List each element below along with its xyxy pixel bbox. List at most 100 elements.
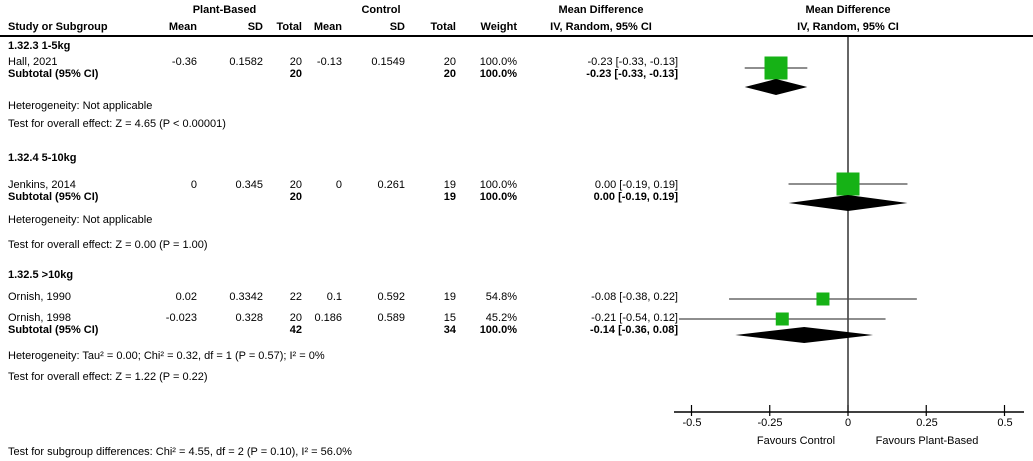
axis-tick-label: 0: [844, 417, 852, 429]
weight-header: Weight: [480, 21, 517, 33]
control-sd: 0.1549: [371, 56, 405, 68]
control-sd: 0.592: [377, 291, 405, 303]
study-name: Hall, 2021: [8, 56, 58, 68]
overall-effect-text: Test for overall effect: Z = 0.00 (P = 1…: [8, 239, 208, 251]
control-mean: 0.186: [314, 312, 342, 324]
pb-total: 20: [289, 68, 302, 80]
weight: 54.8%: [485, 291, 517, 303]
subgroup-test-row: Test for subgroup differences: Chi² = 4.…: [0, 446, 1033, 458]
subgroup-title: 1.32.3 1-5kg: [8, 40, 71, 52]
pb-mean: 0.02: [175, 291, 197, 303]
control-total: 15: [443, 312, 456, 324]
study-row: Jenkins, 2014 0 0.345 20 0 0.261 19 100.…: [0, 179, 1033, 191]
control-mean-header: Mean: [313, 21, 342, 33]
group-header-row: Plant-Based Control Mean Difference Mean…: [0, 4, 1033, 16]
favours-plant-based-label: Favours Plant-Based: [875, 435, 979, 447]
pb-total: 20: [289, 179, 302, 191]
overall-effect-row: Test for overall effect: Z = 0.00 (P = 1…: [0, 239, 1033, 251]
subgroup-title: 1.32.4 5-10kg: [8, 152, 77, 164]
control-total: 19: [443, 191, 456, 203]
axis-tick-label: -0.5: [682, 417, 702, 429]
plant-based-group-header: Plant-Based: [192, 4, 257, 16]
heterogeneity-row: Heterogeneity: Tau² = 0.00; Chi² = 0.32,…: [0, 350, 1033, 362]
pb-sd: 0.328: [235, 312, 263, 324]
study-name: Jenkins, 2014: [8, 179, 76, 191]
pb-total: 42: [289, 324, 302, 336]
mean-difference-text-header: Mean Difference: [558, 4, 644, 16]
favours-control-label: Favours Control: [756, 435, 836, 447]
header-divider: [0, 35, 1033, 37]
pb-total: 20: [289, 312, 302, 324]
control-mean: 0.1: [326, 291, 342, 303]
md-ci-graph-header: IV, Random, 95% CI: [797, 21, 899, 33]
mean-difference-graph-header: Mean Difference: [805, 4, 891, 16]
weight: 45.2%: [485, 312, 517, 324]
overall-effect-row: Test for overall effect: Z = 4.65 (P < 0…: [0, 118, 1033, 130]
subtotal-row: Subtotal (95% CI) 20 19 100.0% 0.00 [-0.…: [0, 191, 1033, 203]
pb-sd: 0.1582: [229, 56, 263, 68]
control-total: 19: [443, 291, 456, 303]
pb-sd-header: SD: [247, 21, 263, 33]
md-ci-value: -0.23 [-0.33, -0.13]: [587, 56, 679, 68]
study-column-header: Study or Subgroup: [8, 21, 108, 33]
study-name: Ornish, 1998: [8, 312, 71, 324]
study-name: Ornish, 1990: [8, 291, 71, 303]
pooled-diamond: [744, 79, 808, 95]
pb-mean: -0.36: [171, 56, 197, 68]
control-group-header: Control: [361, 4, 401, 16]
axis-tick-label: -0.25: [757, 417, 783, 429]
subgroup-test-text: Test for subgroup differences: Chi² = 4.…: [8, 446, 352, 458]
control-mean: 0: [335, 179, 342, 191]
weight: 100.0%: [479, 191, 517, 203]
md-ci-header: IV, Random, 95% CI: [550, 21, 652, 33]
pb-mean: 0: [190, 179, 197, 191]
axis-tick-label: 0.25: [916, 417, 938, 429]
heterogeneity-text: Heterogeneity: Not applicable: [8, 214, 153, 226]
subgroup-title-row: 1.32.3 1-5kg: [0, 40, 1033, 52]
pb-sd: 0.345: [235, 179, 263, 191]
axis-tick-label: 0.5: [997, 417, 1013, 429]
study-row: Ornish, 1998 -0.023 0.328 20 0.186 0.589…: [0, 312, 1033, 324]
md-ci-value: 0.00 [-0.19, 0.19]: [593, 191, 678, 203]
subtotal-row: Subtotal (95% CI) 20 20 100.0% -0.23 [-0…: [0, 68, 1033, 80]
overall-effect-row: Test for overall effect: Z = 1.22 (P = 0…: [0, 371, 1033, 383]
md-ci-value: -0.08 [-0.38, 0.22]: [591, 291, 678, 303]
md-ci-value: -0.14 [-0.36, 0.08]: [589, 324, 678, 336]
heterogeneity-row: Heterogeneity: Not applicable: [0, 214, 1033, 226]
control-total: 20: [443, 68, 456, 80]
control-sd: 0.589: [377, 312, 405, 324]
heterogeneity-row: Heterogeneity: Not applicable: [0, 100, 1033, 112]
subgroup-title-row: 1.32.4 5-10kg: [0, 152, 1033, 164]
subtotal-label: Subtotal (95% CI): [8, 191, 99, 203]
pb-total-header: Total: [276, 21, 302, 33]
md-ci-value: -0.21 [-0.54, 0.12]: [591, 312, 678, 324]
control-total: 20: [443, 56, 456, 68]
pb-total: 22: [289, 291, 302, 303]
study-row: Ornish, 1990 0.02 0.3342 22 0.1 0.592 19…: [0, 291, 1033, 303]
md-ci-value: -0.23 [-0.33, -0.13]: [586, 68, 678, 80]
md-ci-value: 0.00 [-0.19, 0.19]: [594, 179, 678, 191]
control-total-header: Total: [430, 21, 456, 33]
weight: 100.0%: [479, 56, 517, 68]
pb-sd: 0.3342: [229, 291, 263, 303]
overall-effect-text: Test for overall effect: Z = 4.65 (P < 0…: [8, 118, 226, 130]
control-total: 34: [443, 324, 456, 336]
subgroup-title: 1.32.5 >10kg: [8, 269, 74, 281]
overall-effect-text: Test for overall effect: Z = 1.22 (P = 0…: [8, 371, 208, 383]
pb-total: 20: [289, 191, 302, 203]
control-sd-header: SD: [389, 21, 405, 33]
weight: 100.0%: [479, 179, 517, 191]
control-total: 19: [443, 179, 456, 191]
pb-total: 20: [289, 56, 302, 68]
subtotal-row: Subtotal (95% CI) 42 34 100.0% -0.14 [-0…: [0, 324, 1033, 336]
subgroup-title-row: 1.32.5 >10kg: [0, 269, 1033, 281]
weight: 100.0%: [479, 68, 517, 80]
pb-mean-header: Mean: [168, 21, 197, 33]
pb-mean: -0.023: [165, 312, 197, 324]
heterogeneity-text: Heterogeneity: Not applicable: [8, 100, 153, 112]
control-mean: -0.13: [316, 56, 342, 68]
weight: 100.0%: [479, 324, 517, 336]
control-sd: 0.261: [377, 179, 405, 191]
column-header-row: Study or Subgroup Mean SD Total Mean SD …: [0, 21, 1033, 33]
